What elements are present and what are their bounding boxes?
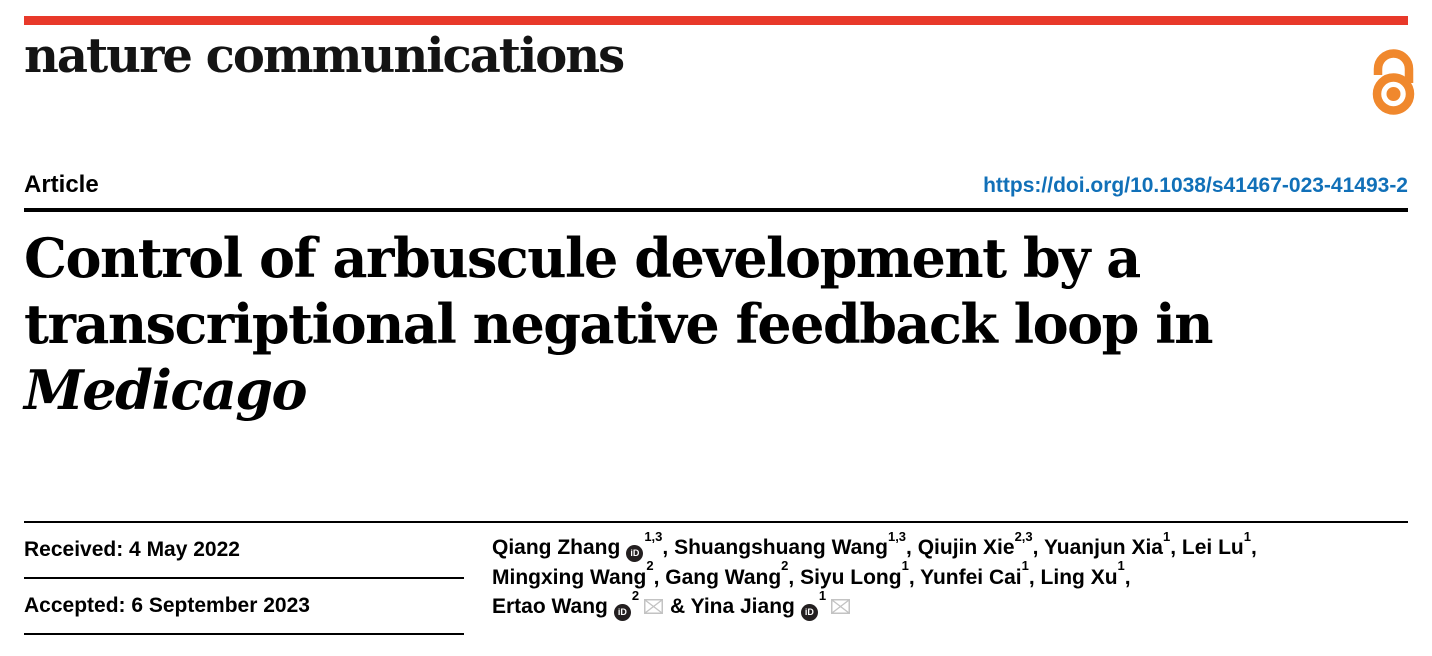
affiliation-superscript: 2 <box>646 558 654 574</box>
title-line-1: Control of arbuscule development by a <box>24 226 1141 291</box>
affiliation-superscript: 1 <box>901 558 909 574</box>
journal-logo: nature communications <box>24 28 625 84</box>
header-divider-rule <box>24 208 1408 213</box>
affiliation-superscript: 1 <box>1243 528 1251 544</box>
author-name: Shuangshuang Wang <box>674 536 888 560</box>
author-name: Yuanjun Xia <box>1043 536 1163 560</box>
orcid-icon[interactable]: iD <box>626 545 644 563</box>
author-name: Mingxing Wang <box>492 565 647 589</box>
author-name: Gang Wang <box>665 565 782 589</box>
paper-title: Control of arbuscule development by a tr… <box>24 225 1408 423</box>
author-list: Qiang Zhang iD1,3, Shuangshuang Wang1,3, … <box>464 523 1408 635</box>
author-name: Lei Lu <box>1181 536 1244 560</box>
title-line-3-species: Medicago <box>24 358 308 423</box>
affiliation-superscript: 2 <box>631 587 640 603</box>
brand-red-bar <box>24 16 1408 25</box>
received-date-row: Received: 4 May 2022 <box>24 523 464 580</box>
affiliation-superscript: 1 <box>1021 558 1029 574</box>
affiliation-superscript: 1 <box>1162 528 1171 544</box>
title-line-2: transcriptional negative feedback loop i… <box>24 292 1213 357</box>
open-access-icon <box>1370 48 1418 116</box>
mail-icon[interactable] <box>831 593 851 623</box>
author-name: Qiang Zhang <box>492 536 621 560</box>
article-header-page: nature communications Article https://do… <box>0 16 1432 636</box>
article-meta-row: Article https://doi.org/10.1038/s41467-0… <box>24 171 1408 199</box>
received-date-label: Received: 4 May 2022 <box>24 538 240 562</box>
orcid-icon[interactable]: iD <box>800 604 818 622</box>
author-name: Qiujin Xie <box>917 536 1015 560</box>
affiliation-superscript: 1,3 <box>644 528 663 544</box>
doi-link[interactable]: https://doi.org/10.1038/s41467-023-41493… <box>983 174 1408 198</box>
author-line: Mingxing Wang2, Gang Wang2, Siyu Long1, … <box>492 558 1131 589</box>
accepted-date-label: Accepted: 6 September 2023 <box>24 594 310 618</box>
author-name: Ertao Wang <box>492 595 608 619</box>
author-line: Qiang Zhang iD1,3, Shuangshuang Wang1,3, … <box>492 530 1408 563</box>
article-type-label: Article <box>24 171 99 199</box>
affiliation-superscript: 2,3 <box>1014 528 1033 544</box>
dates-column: Received: 4 May 2022 Accepted: 6 Septemb… <box>24 523 464 636</box>
orcid-icon[interactable]: iD <box>613 604 631 622</box>
affiliation-superscript: 1 <box>1117 558 1125 574</box>
affiliation-superscript: 1 <box>818 587 827 603</box>
mail-icon[interactable] <box>644 593 664 623</box>
dates-authors-section: Received: 4 May 2022 Accepted: 6 Septemb… <box>24 521 1408 636</box>
author-line: Ertao Wang iD2 & Yina Jiang iD1 <box>492 589 1408 623</box>
affiliation-superscript: 1,3 <box>887 528 907 544</box>
affiliation-superscript: 2 <box>781 558 789 574</box>
accepted-date-row: Accepted: 6 September 2023 <box>24 579 464 636</box>
author-name: Siyu Long <box>800 565 902 589</box>
author-name: Yunfei Cai <box>920 565 1022 589</box>
author-name: Yina Jiang <box>690 595 795 619</box>
author-name: Ling Xu <box>1040 565 1118 589</box>
